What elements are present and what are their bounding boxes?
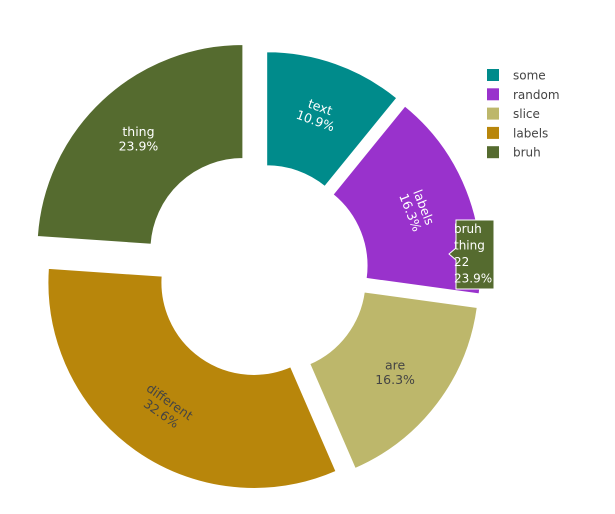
legend-label: bruh [513,146,541,160]
slice-bruh[interactable] [36,44,244,245]
tooltip-line: thing [454,239,485,253]
legend-label: labels [513,126,548,140]
slice-some[interactable] [266,51,398,188]
tooltip-box [448,219,495,290]
legend-item-bruh[interactable]: bruh [487,146,541,160]
legend-item-random[interactable]: random [487,88,560,102]
legend-label: some [513,69,546,83]
slice-percent: 16.3% [375,372,415,387]
tooltip-line: bruh [454,222,482,236]
slice-label-slice: are 16.3% [375,357,415,386]
slice-slice[interactable] [309,291,478,470]
legend-swatch [487,107,499,120]
legend-swatch [487,126,499,139]
legend-swatch [487,88,499,101]
slice-labels[interactable] [47,267,337,489]
legend-label: random [513,88,560,102]
tooltip-line: 23.9% [454,272,492,286]
slice-label-bruh: thing 23.9% [119,124,159,153]
pie-slices [36,44,482,489]
legend-swatch [487,69,499,81]
legend-item-slice[interactable]: slice [487,107,540,121]
tooltip-line: 22 [454,255,469,269]
slice-text: are [385,357,406,372]
legend-swatch [487,146,499,159]
legend-label: slice [513,107,540,121]
slice-percent: 23.9% [119,139,159,154]
slice-text: thing [122,124,154,139]
legend: some random slice labels bruh [487,69,560,160]
legend-item-some[interactable]: some [487,69,546,83]
legend-item-labels[interactable]: labels [487,126,548,140]
hover-tooltip: bruh thing 22 23.9% [448,219,495,290]
